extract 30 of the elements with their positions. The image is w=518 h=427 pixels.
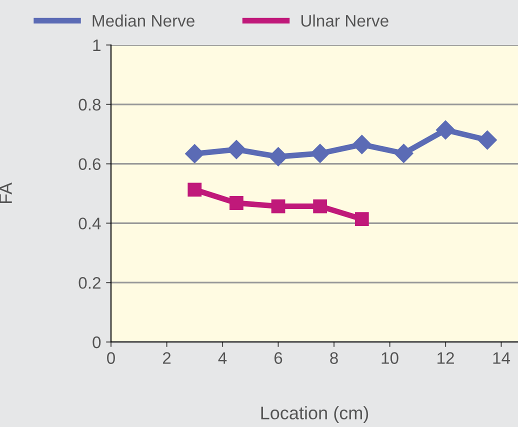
point <box>185 144 204 164</box>
point <box>436 120 456 140</box>
y-tick-label: 0.2 <box>78 277 100 289</box>
x-tick-label: 14 <box>493 352 510 364</box>
point <box>226 140 246 160</box>
y-tick-label: 0.8 <box>78 98 101 111</box>
y-tick-label: 1 <box>93 40 100 52</box>
x-tick-label: 6 <box>274 352 282 364</box>
point <box>268 147 288 166</box>
x-tick-label: 0 <box>107 352 115 364</box>
legend-label: Ulnar Nerve <box>301 14 388 27</box>
point <box>230 196 244 210</box>
x-tick-label: 8 <box>330 352 338 364</box>
x-tick-label: 10 <box>382 352 398 364</box>
legend-label: Median Nerve <box>92 14 194 27</box>
point <box>310 144 330 163</box>
x-axis-title: Location (cm) <box>261 406 368 423</box>
point <box>271 199 286 214</box>
y-tick-label: 0.4 <box>78 218 101 230</box>
point <box>354 212 369 226</box>
point <box>478 130 497 150</box>
y-tick-label: 0 <box>92 336 101 348</box>
x-tick-label: 4 <box>218 352 227 364</box>
point <box>313 199 328 214</box>
point <box>394 144 414 163</box>
point <box>188 182 202 197</box>
point <box>352 134 372 154</box>
y-tick-label: 0.6 <box>78 158 101 170</box>
x-tick-label: 2 <box>162 352 171 364</box>
x-tick-label: 12 <box>438 352 454 364</box>
